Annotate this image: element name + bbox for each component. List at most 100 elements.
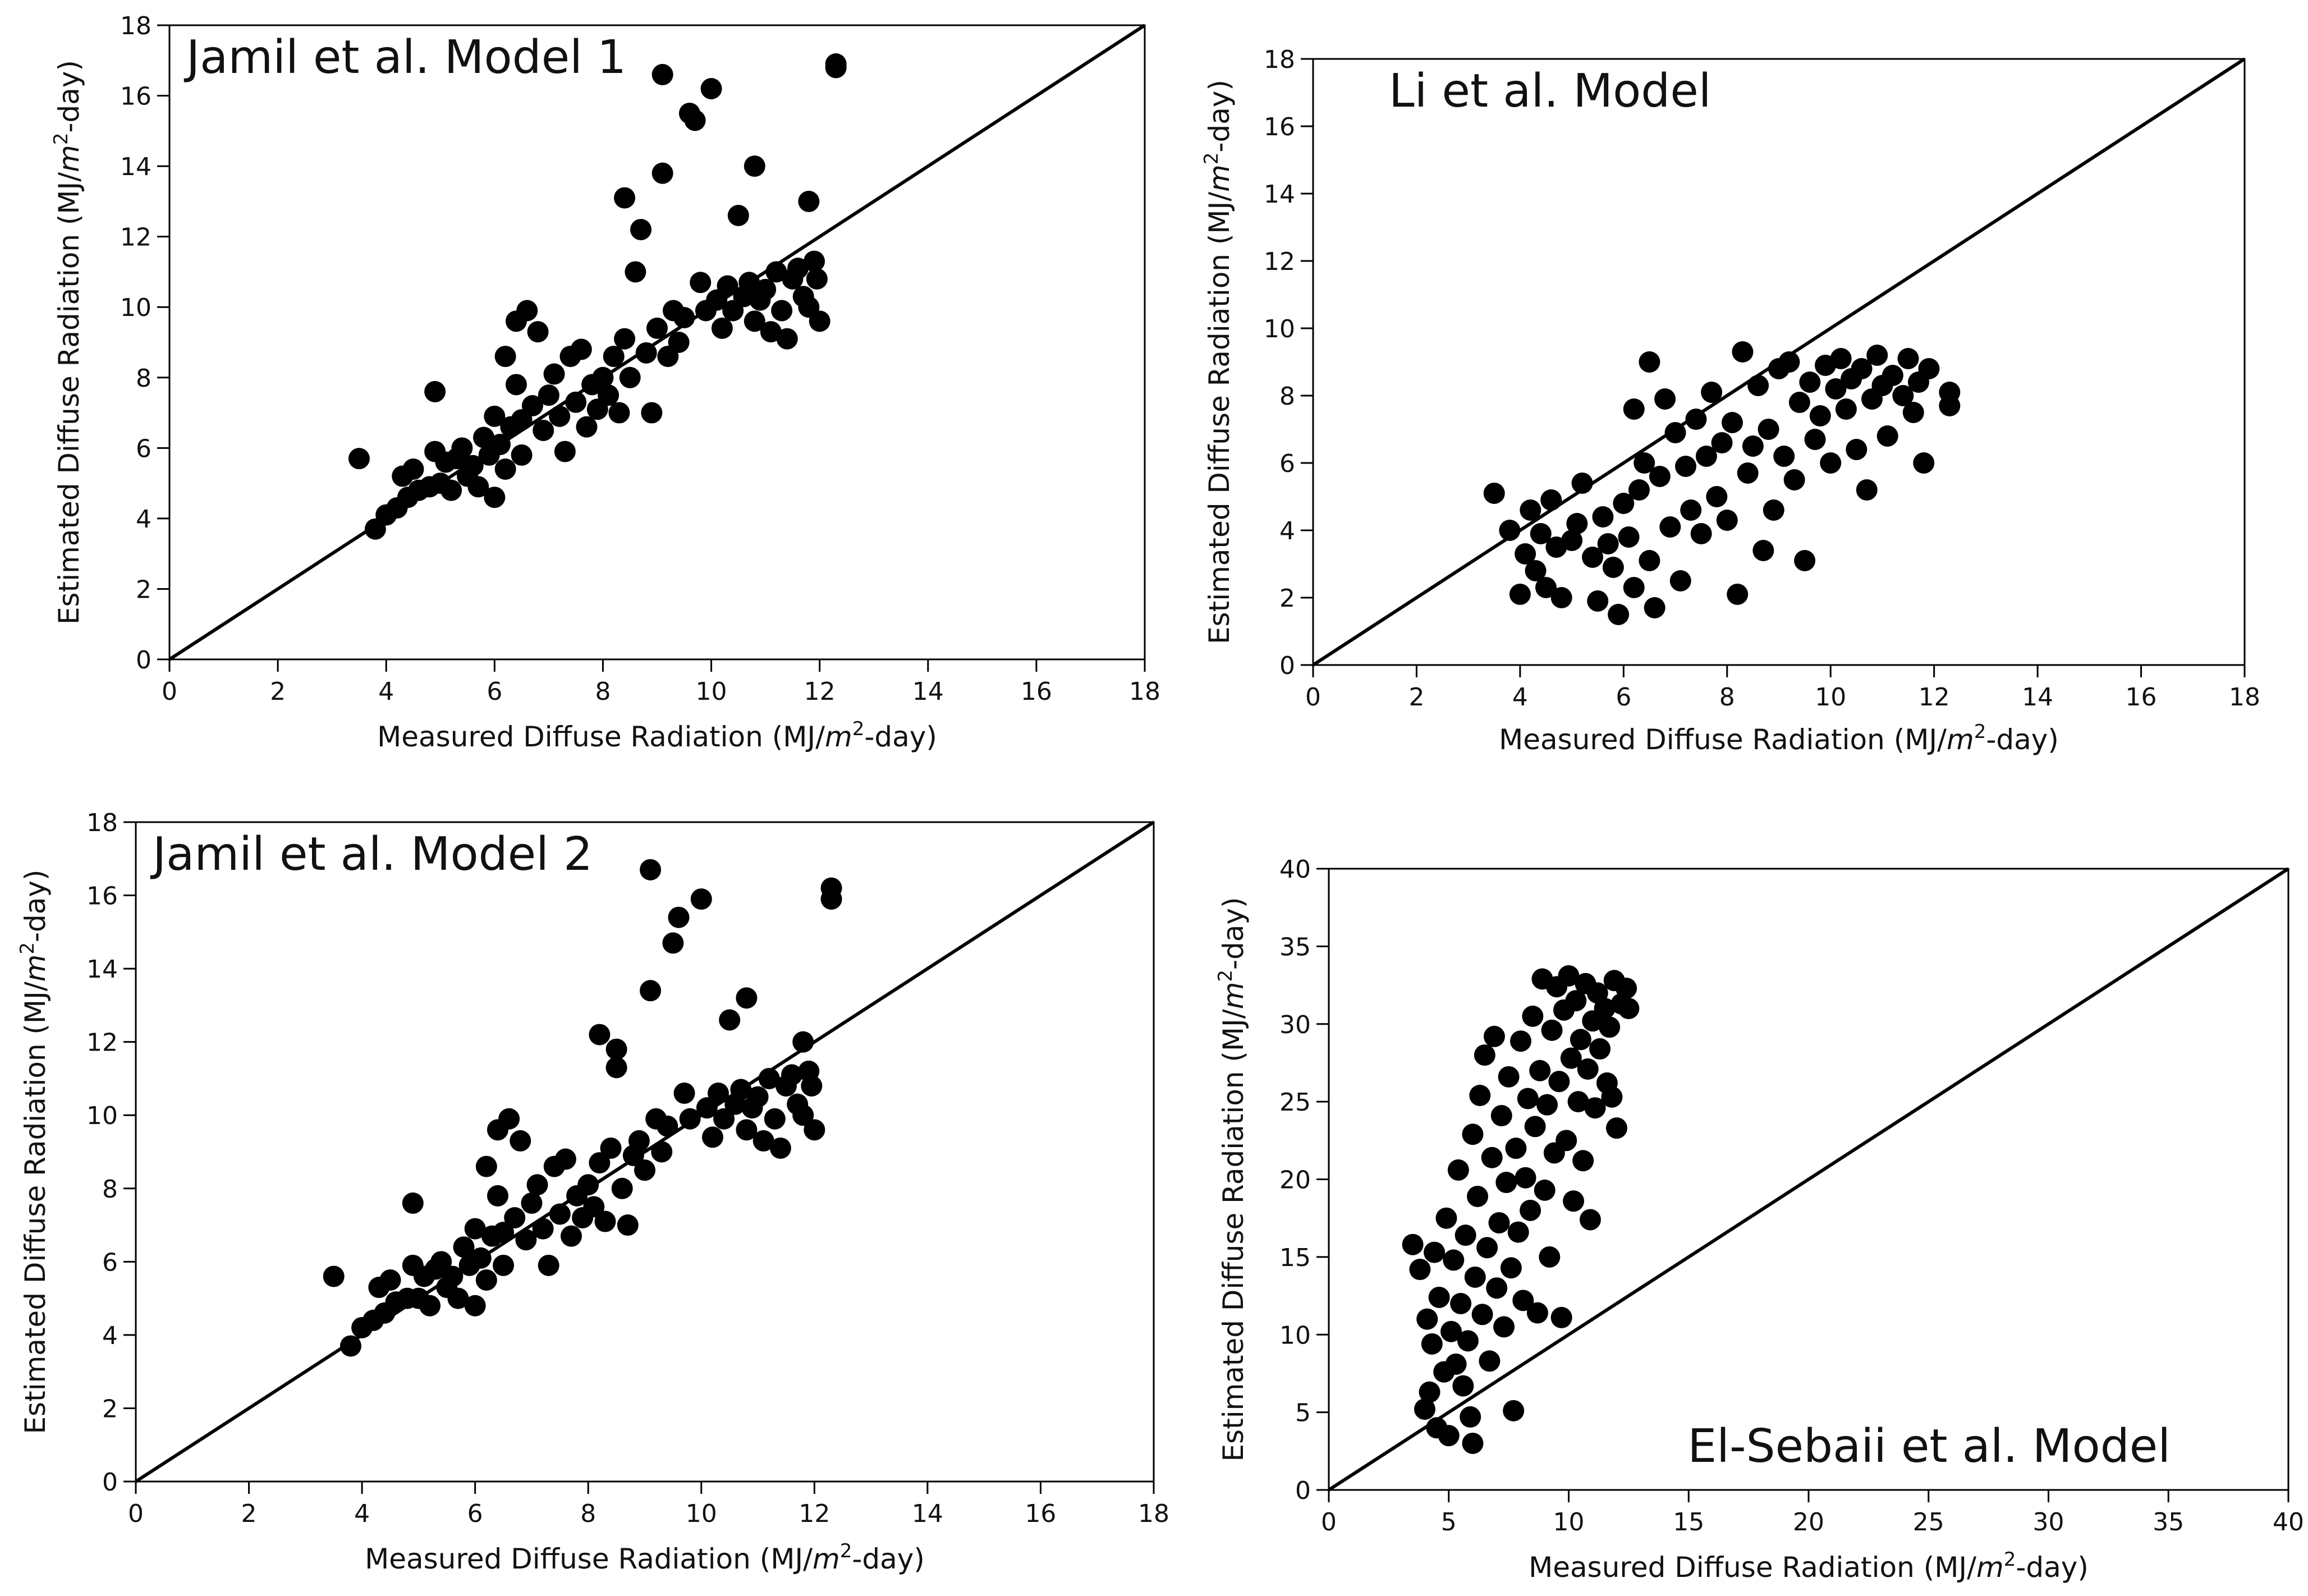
data-point [1526,1302,1548,1324]
x-tick-label: 5 [1441,1508,1457,1537]
data-point [1639,351,1660,373]
data-point [592,366,614,388]
y-axis-label: Estimated Diffuse Radiation (MJ/m2-day) [16,869,52,1434]
data-point [1587,590,1609,612]
data-point [1597,533,1619,554]
data-point [1539,1246,1561,1268]
y-axis-label: Estimated Diffuse Radiation (MJ/m2-day) [1214,897,1250,1461]
y-tick-label: 10 [120,293,152,322]
y-tick-label: 5 [1295,1399,1311,1428]
data-point [1618,526,1640,548]
data-point [771,300,793,322]
data-point [487,1185,508,1207]
data-point [614,328,636,350]
data-point [1584,1097,1606,1119]
data-point [1618,998,1640,1020]
x-tick-label: 0 [1305,683,1321,712]
data-point [475,1155,497,1177]
data-point [744,310,765,332]
data-point [1443,1249,1465,1271]
data-point [787,258,809,279]
x-tick-label: 10 [696,677,727,706]
y-tick-label: 16 [86,882,118,911]
data-point [1490,1105,1512,1127]
data-point [549,405,571,427]
data-point [1589,1038,1611,1060]
data-point [489,434,511,456]
data-point [1794,550,1816,571]
chart-jamil-model-2: 0 2 4 6 8 10 12 14 16 18 0 2 4 6 8 10 12 14 16 18 Measured D… [16,809,1169,1575]
data-point [533,419,554,441]
data-point [1402,1233,1424,1255]
reference-line-y-equals-x [168,24,1146,661]
data-point [424,380,446,402]
x-tick-label: 16 [2126,683,2157,712]
data-point [1763,499,1784,521]
data-point [484,487,506,508]
data-point [1599,1016,1621,1038]
data-point [1752,540,1774,561]
data-point [1649,466,1671,487]
x-tick-label: 20 [1793,1508,1824,1537]
data-point [1913,452,1935,474]
data-point [1464,1266,1486,1288]
x-tick-label: 18 [1129,677,1160,706]
data-point [493,1222,515,1244]
data-point [505,374,527,396]
y-tick-label: 0 [1295,1476,1311,1505]
data-point [634,1159,655,1181]
data-point [1565,990,1587,1012]
data-point [1675,456,1696,477]
data-point [1902,402,1924,423]
data-point [1483,483,1505,504]
data-point [467,476,489,498]
data-point [1742,435,1764,457]
y-tick-label: 20 [1279,1166,1311,1195]
data-point [339,1335,361,1357]
data-point [611,1177,633,1199]
data-point [1788,392,1810,413]
y-tick-label: 15 [1279,1244,1311,1272]
x-tick-label: 8 [580,1499,596,1528]
data-point [657,1115,678,1137]
data-point [804,1119,825,1141]
y-tick-label: 2 [1279,584,1295,613]
data-point [1409,1259,1431,1281]
data-point [1623,398,1645,420]
y-tick-label: 2 [102,1395,118,1423]
data-point [1462,1432,1484,1454]
x-tick-label: 2 [241,1499,257,1528]
data-point [1592,506,1614,528]
data-point [1507,1221,1529,1243]
y-axis-label: Estimated Diffuse Radiation (MJ/m2-day) [1200,80,1236,644]
data-point [608,402,630,424]
x-tick-label: 6 [487,677,502,706]
data-point [1488,1212,1510,1233]
data-point [442,1265,464,1287]
data-point [464,1218,486,1240]
data-point [1556,1130,1577,1152]
data-point [1414,1398,1435,1420]
x-tick-label: 14 [912,677,944,706]
y-tick-label: 6 [102,1248,118,1277]
data-point [554,1148,576,1170]
y-axis-label: Estimated Diffuse Radiation (MJ/m2-day) [50,60,85,625]
data-point [1566,513,1588,534]
data-point [1563,1190,1585,1212]
data-point [1809,405,1831,426]
x-tick-label: 14 [912,1499,943,1528]
data-point [713,1108,735,1130]
data-point [484,405,506,427]
data-point [1419,1381,1440,1403]
data-point [504,1207,526,1228]
data-point [521,395,543,416]
x-tick-label: 0 [162,677,177,706]
data-point [1550,587,1572,608]
x-tick-label: 0 [128,1499,144,1528]
data-point [696,1097,718,1119]
y-tick-label: 14 [86,955,118,984]
data-point [1778,351,1800,373]
y-tick-label: 14 [1264,180,1295,209]
y-tick-label: 12 [120,223,152,252]
y-tick-label: 25 [1279,1088,1311,1117]
